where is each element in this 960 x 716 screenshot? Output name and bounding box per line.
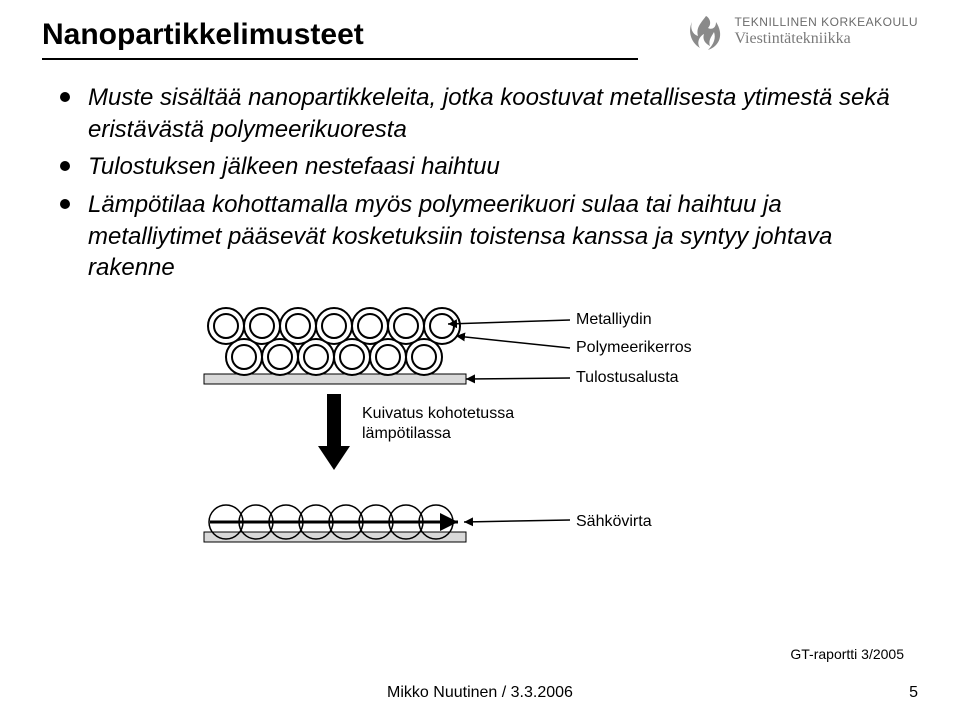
brand-line2: Viestintätekniikka [734,30,918,48]
svg-text:Polymeerikerros: Polymeerikerros [576,339,692,356]
diagram: Metalliydin Polymeerikerros Tulostusalusta… [190,300,810,630]
slide: TEKNILLINEN KORKEAKOULU Viestintätekniik… [0,0,960,716]
source-label: GT-raportti 3/2005 [790,646,904,662]
footer-author: Mikko Nuutinen / 3.3.2006 [0,684,960,702]
bullet-list: Muste sisältää nanopartikkeleita, jotka … [60,82,918,284]
flame-logo-icon [686,14,726,54]
bullet-text: Muste sisältää nanopartikkeleita, jotka … [88,84,890,143]
bullet-text: Lämpötilaa kohottamalla myös polymeeriku… [88,191,832,281]
bullet-icon [60,92,70,102]
svg-text:Metalliydin: Metalliydin [576,311,652,328]
title-rule [42,58,638,60]
svg-text:Kuivatus kohotetussa: Kuivatus kohotetussa [362,405,514,422]
bullet-text: Tulostuksen jälkeen nestefaasi haihtuu [88,153,500,180]
bullet-icon [60,161,70,171]
brand-block: TEKNILLINEN KORKEAKOULU Viestintätekniik… [686,14,918,54]
list-item: Tulostuksen jälkeen nestefaasi haihtuu [60,151,918,183]
content: Muste sisältää nanopartikkeleita, jotka … [60,82,918,284]
svg-text:lämpötilassa: lämpötilassa [362,425,451,442]
page-number: 5 [909,684,918,702]
list-item: Muste sisältää nanopartikkeleita, jotka … [60,82,918,145]
svg-text:Sähkövirta: Sähkövirta [576,513,652,530]
bullet-icon [60,199,70,209]
svg-text:Tulostusalusta: Tulostusalusta [576,369,679,386]
list-item: Lämpötilaa kohottamalla myös polymeeriku… [60,189,918,284]
brand-line1: TEKNILLINEN KORKEAKOULU [734,16,918,30]
